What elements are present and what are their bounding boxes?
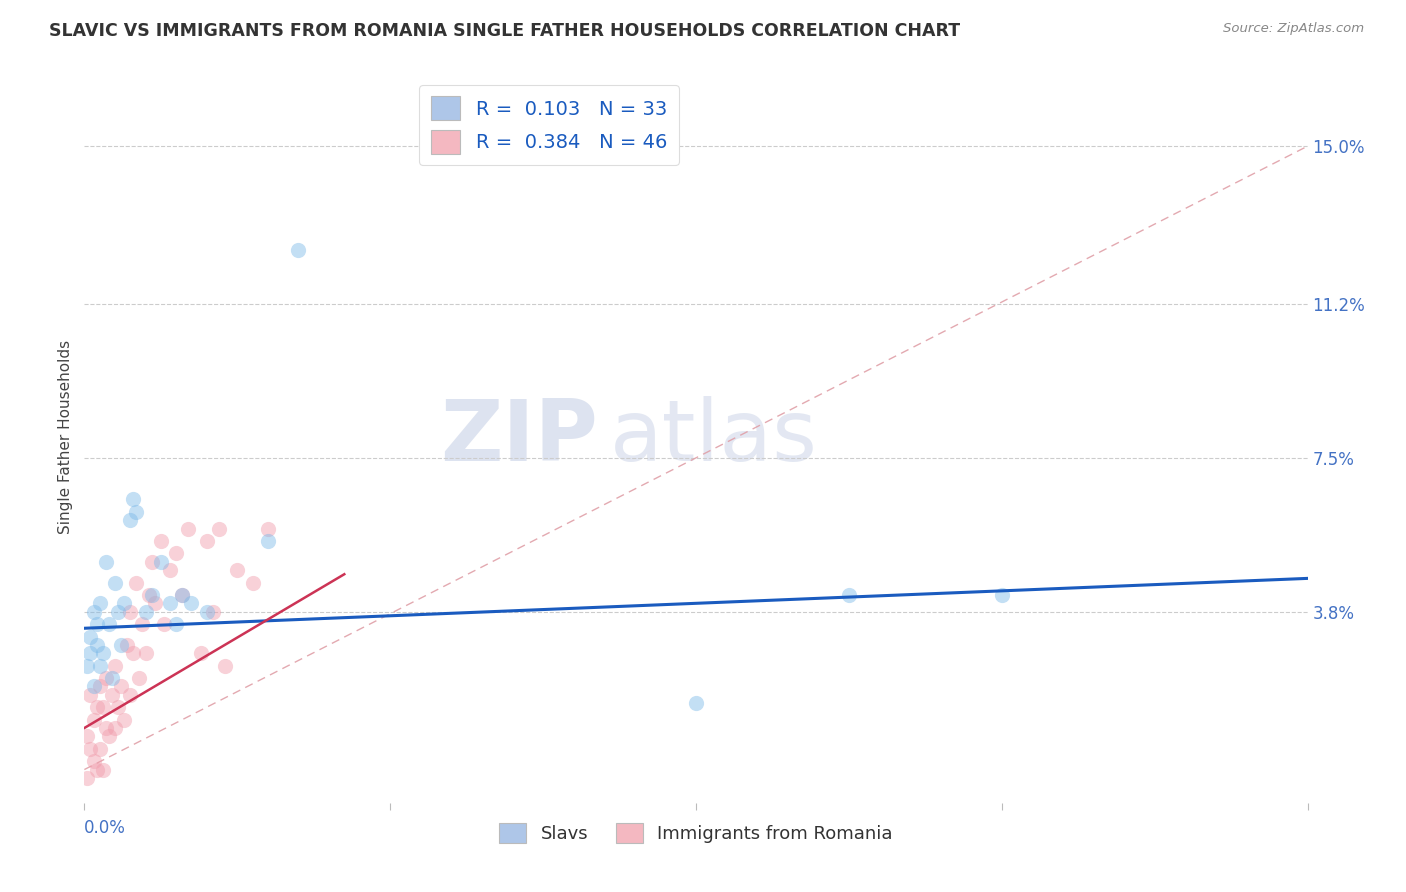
Point xyxy=(141,588,163,602)
Point xyxy=(135,646,157,660)
Point xyxy=(195,533,218,548)
Point xyxy=(91,763,114,777)
Point xyxy=(201,605,224,619)
Legend: Slavs, Immigrants from Romania: Slavs, Immigrants from Romania xyxy=(491,814,901,852)
Point xyxy=(165,617,187,632)
Point xyxy=(101,671,124,685)
Point xyxy=(97,729,120,743)
Point xyxy=(122,492,145,507)
Point xyxy=(685,696,707,710)
Point xyxy=(120,688,142,702)
Point xyxy=(91,700,114,714)
Point xyxy=(107,605,129,619)
Point xyxy=(101,688,124,702)
Point xyxy=(79,630,101,644)
Point xyxy=(97,617,120,632)
Point xyxy=(115,638,138,652)
Point xyxy=(112,596,135,610)
Point xyxy=(89,658,111,673)
Point xyxy=(110,638,132,652)
Point xyxy=(76,729,98,743)
Text: Source: ZipAtlas.com: Source: ZipAtlas.com xyxy=(1223,22,1364,36)
Point xyxy=(172,588,194,602)
Point xyxy=(86,700,108,714)
Point xyxy=(131,617,153,632)
Text: 0.0%: 0.0% xyxy=(84,819,127,837)
Point xyxy=(135,605,157,619)
Point xyxy=(83,713,105,727)
Point xyxy=(153,617,176,632)
Point xyxy=(226,563,249,577)
Point xyxy=(159,596,181,610)
Point xyxy=(112,713,135,727)
Point xyxy=(76,771,98,785)
Point xyxy=(242,575,264,590)
Point xyxy=(149,555,172,569)
Text: atlas: atlas xyxy=(610,395,818,479)
Point xyxy=(83,754,105,768)
Point xyxy=(128,671,150,685)
Point xyxy=(89,680,111,694)
Point xyxy=(94,555,117,569)
Point xyxy=(79,646,101,660)
Point xyxy=(125,575,148,590)
Point xyxy=(79,688,101,702)
Point xyxy=(104,721,127,735)
Point xyxy=(94,721,117,735)
Point xyxy=(125,505,148,519)
Y-axis label: Single Father Households: Single Father Households xyxy=(58,340,73,534)
Point xyxy=(86,763,108,777)
Point xyxy=(104,658,127,673)
Point xyxy=(214,658,236,673)
Point xyxy=(287,243,309,257)
Point xyxy=(208,521,231,535)
Point xyxy=(143,596,166,610)
Point xyxy=(76,658,98,673)
Point xyxy=(110,680,132,694)
Point xyxy=(991,588,1014,602)
Point xyxy=(91,646,114,660)
Point xyxy=(89,741,111,756)
Point xyxy=(120,605,142,619)
Point xyxy=(104,575,127,590)
Point xyxy=(86,638,108,652)
Point xyxy=(159,563,181,577)
Point xyxy=(180,596,202,610)
Point xyxy=(149,533,172,548)
Point xyxy=(257,533,280,548)
Point xyxy=(122,646,145,660)
Point xyxy=(257,521,280,535)
Text: ZIP: ZIP xyxy=(440,395,598,479)
Point xyxy=(83,605,105,619)
Point xyxy=(79,741,101,756)
Point xyxy=(94,671,117,685)
Point xyxy=(107,700,129,714)
Point xyxy=(165,546,187,560)
Point xyxy=(86,617,108,632)
Point xyxy=(190,646,212,660)
Text: SLAVIC VS IMMIGRANTS FROM ROMANIA SINGLE FATHER HOUSEHOLDS CORRELATION CHART: SLAVIC VS IMMIGRANTS FROM ROMANIA SINGLE… xyxy=(49,22,960,40)
Point xyxy=(177,521,200,535)
Point xyxy=(120,513,142,527)
Point xyxy=(89,596,111,610)
Point xyxy=(138,588,160,602)
Point xyxy=(195,605,218,619)
Point xyxy=(141,555,163,569)
Point xyxy=(83,680,105,694)
Point xyxy=(838,588,860,602)
Point xyxy=(172,588,194,602)
